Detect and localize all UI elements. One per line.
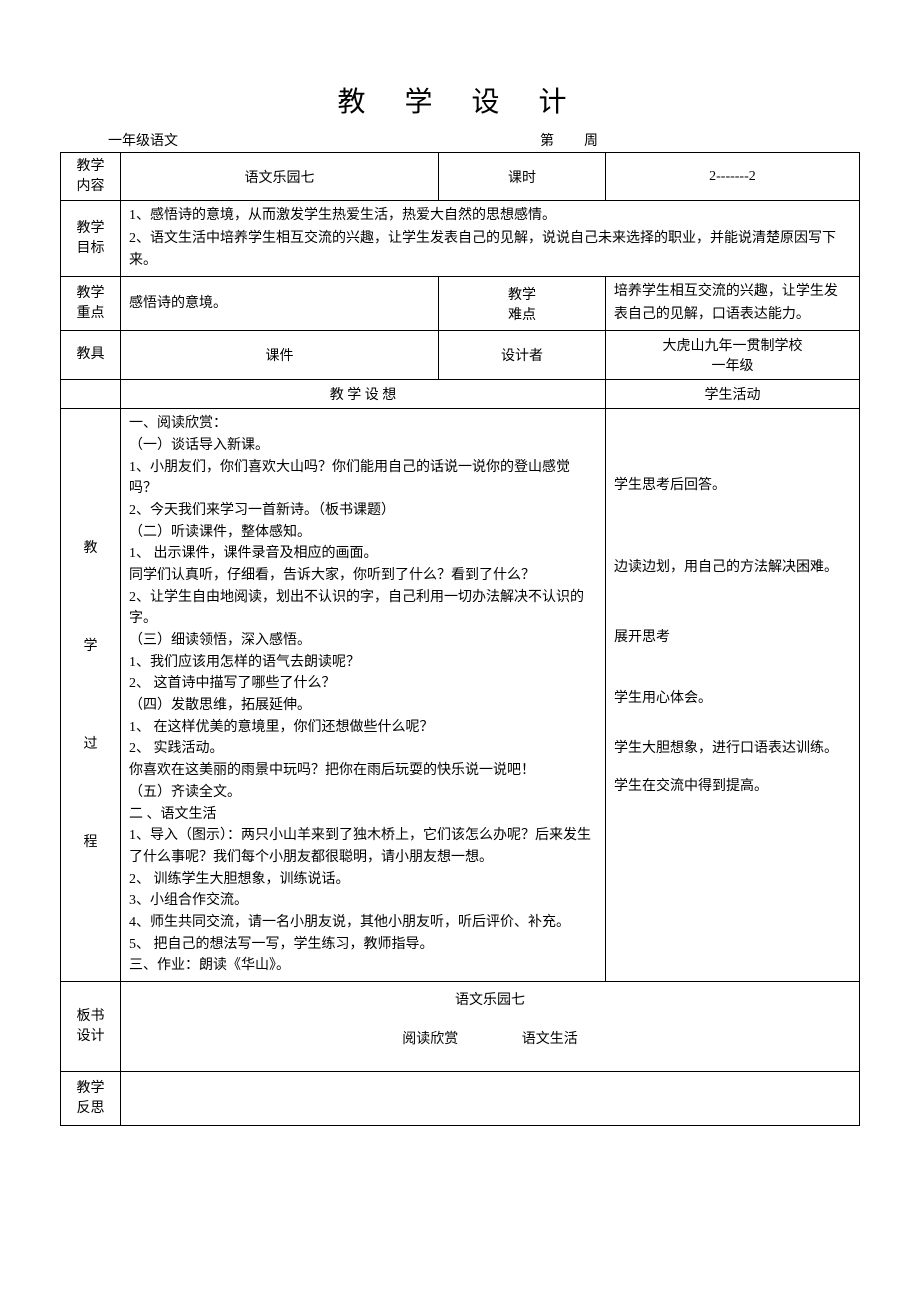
label-content: 教学 内容 [61,153,121,201]
cell-activities: 学生思考后回答。 边读边划，用自己的方法解决困难。 展开思考 学生用心体会。 学… [605,409,859,982]
header-week: 第 周 [540,130,820,150]
cell-designer: 大虎山九年一贯制学校 一年级 [605,331,859,380]
week-unit: 周 [584,130,598,150]
label-reflection: 教学 反思 [61,1072,121,1126]
label-objectives: 教学 目标 [61,201,121,277]
page-title: 教 学 设 计 [60,80,860,120]
label-board: 板书 设计 [61,982,121,1072]
cell-board: 语文乐园七 阅读欣赏 语文生活 [121,982,860,1072]
header-row: 一年级语文 第 周 [60,130,860,150]
cell-period: 2-------2 [605,153,859,201]
row-process: 教 学 过 程 一、阅读欣赏： （一）谈话导入新课。 1、小朋友们，你们喜欢大山… [61,409,860,982]
label-designer: 设计者 [439,331,606,380]
label-process: 教 学 过 程 [61,409,121,982]
activity-3: 展开思考 [614,627,851,649]
label-period: 课时 [439,153,606,201]
activity-2: 边读边划，用自己的方法解决困难。 [614,557,851,579]
header-subject: 一年级语文 [108,130,540,150]
lesson-plan-table: 教学 内容 语文乐园七 课时 2-------2 教学 目标 1、感悟诗的意境，… [60,152,860,1126]
label-plan: 教 学 设 想 [121,380,606,409]
row-content: 教学 内容 语文乐园七 课时 2-------2 [61,153,860,201]
activity-6: 学生在交流中得到提高。 [614,776,851,798]
label-difficulty: 教学 难点 [439,277,606,331]
cell-difficulty: 培养学生相互交流的兴趣，让学生发表自己的见解，口语表达能力。 [605,277,859,331]
row-keypoints: 教学 重点 感悟诗的意境。 教学 难点 培养学生相互交流的兴趣，让学生发表自己的… [61,277,860,331]
week-label: 第 [540,130,554,150]
row-reflection: 教学 反思 [61,1072,860,1126]
cell-empty [61,380,121,409]
row-objectives: 教学 目标 1、感悟诗的意境，从而激发学生热爱生活，热爱大自然的思想感情。 2、… [61,201,860,277]
board-line1: 语文乐园七 [129,986,851,1017]
cell-topic: 语文乐园七 [121,153,439,201]
board-line2: 阅读欣赏 语文生活 [129,1025,851,1056]
board-item2: 语文生活 [522,1032,578,1047]
row-board: 板书 设计 语文乐园七 阅读欣赏 语文生活 [61,982,860,1072]
activity-5: 学生大胆想象，进行口语表达训练。 [614,738,851,760]
board-item1: 阅读欣赏 [402,1032,458,1047]
row-tools: 教具 课件 设计者 大虎山九年一贯制学校 一年级 [61,331,860,380]
activity-4: 学生用心体会。 [614,688,851,710]
row-plan-header: 教 学 设 想 学生活动 [61,380,860,409]
cell-tools: 课件 [121,331,439,380]
lesson-plan-page: 教 学 设 计 一年级语文 第 周 教学 内容 语文乐园七 课时 2------… [60,80,860,1126]
cell-key: 感悟诗的意境。 [121,277,439,331]
label-activities: 学生活动 [605,380,859,409]
activity-1: 学生思考后回答。 [614,475,851,497]
cell-objectives: 1、感悟诗的意境，从而激发学生热爱生活，热爱大自然的思想感情。 2、语文生活中培… [121,201,860,277]
cell-reflection [121,1072,860,1126]
label-tools: 教具 [61,331,121,380]
label-key: 教学 重点 [61,277,121,331]
cell-process: 一、阅读欣赏： （一）谈话导入新课。 1、小朋友们，你们喜欢大山吗？你们能用自己… [121,409,606,982]
